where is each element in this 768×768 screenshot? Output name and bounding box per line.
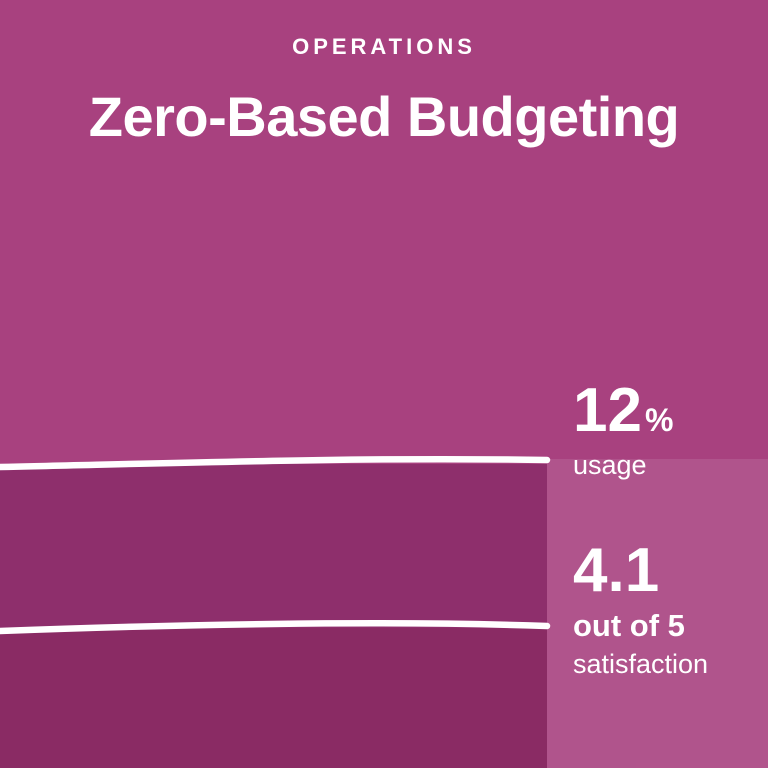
- satisfaction-metric: 4.1 out of 5 satisfaction: [573, 540, 763, 678]
- usage-metric: 12 % usage: [573, 380, 763, 479]
- right-panel: [547, 459, 768, 768]
- usage-value: 12: [573, 376, 642, 445]
- usage-percent-sign: %: [644, 402, 674, 438]
- satisfaction-bar: [0, 628, 547, 768]
- satisfaction-scale: out of 5: [573, 608, 685, 643]
- usage-value-row: 12 %: [573, 380, 763, 442]
- page-title: Zero-Based Budgeting: [88, 85, 680, 148]
- satisfaction-value: 4.1: [573, 536, 660, 605]
- usage-label: usage: [573, 450, 647, 480]
- category-label: OPERATIONS: [292, 34, 476, 59]
- satisfaction-label: satisfaction: [573, 649, 709, 679]
